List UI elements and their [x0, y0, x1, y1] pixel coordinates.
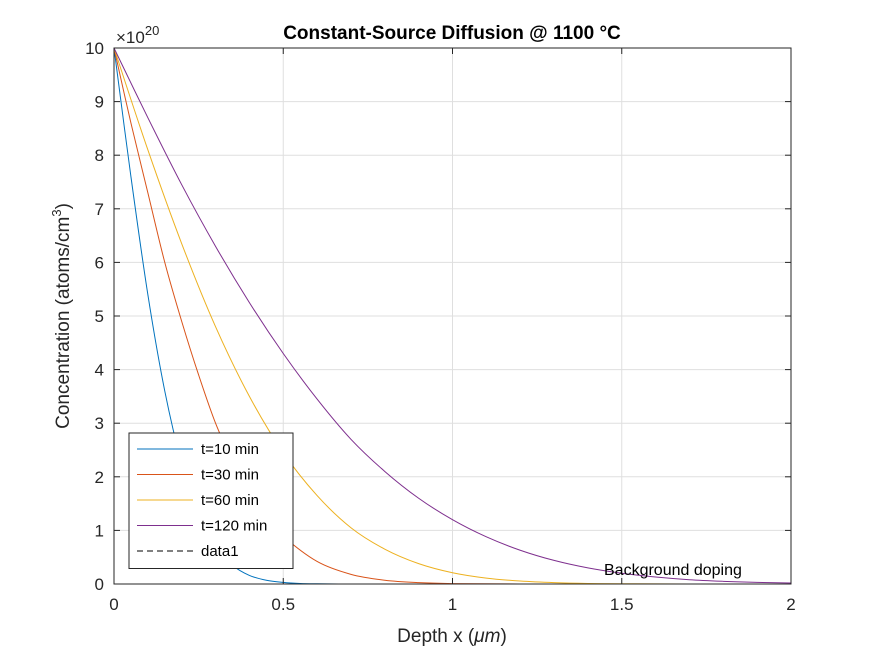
y-tick-label: 7	[95, 200, 104, 219]
background-doping-annotation: Background doping	[604, 562, 742, 579]
x-axis-label-close: )	[501, 626, 507, 647]
x-axis-label-text: Depth x (	[397, 626, 475, 647]
y-tick-label: 9	[95, 93, 104, 112]
x-tick-label: 0	[109, 595, 118, 614]
y-tick-label: 8	[95, 146, 104, 165]
y-tick-label: 5	[95, 307, 104, 326]
legend-box	[128, 432, 294, 569]
legend-label: t=10 min	[201, 441, 259, 458]
x-axis-label-unit: μm	[473, 626, 500, 647]
legend-label: data1	[201, 543, 239, 560]
y-tick-label: 1	[95, 521, 104, 540]
x-tick-label: 1.5	[610, 595, 634, 614]
x-tick-label: 0.5	[271, 595, 295, 614]
y-axis-label: Concentration (atoms/cm3)	[49, 203, 74, 429]
legend-label: t=120 min	[201, 518, 267, 535]
x-tick-label: 2	[786, 595, 795, 614]
y-tick-label: 4	[95, 361, 104, 380]
y-axis-label-close: )	[53, 203, 74, 209]
legend-label: t=30 min	[201, 467, 259, 484]
legend: t=10 min t=30 min t=60 min t=120 min data1	[128, 432, 294, 569]
x-axis-label: Depth x (μm)	[397, 626, 507, 647]
y-exponent-power: 20	[145, 23, 159, 38]
y-axis-label-sup: 3	[49, 209, 64, 216]
ticks: 0 0.5 1 1.5 2 0 1 2 3 4 5 6 7 8 9 10	[85, 39, 796, 614]
y-tick-label: 0	[95, 575, 104, 594]
legend-label: t=60 min	[201, 492, 259, 509]
x-tick-label: 1	[448, 595, 457, 614]
chart-title: Constant-Source Diffusion @ 1100 °C	[283, 23, 621, 44]
y-tick-label: 3	[95, 414, 104, 433]
y-tick-label: 2	[95, 468, 104, 487]
grid	[114, 48, 791, 584]
y-tick-label: 10	[85, 39, 104, 58]
y-exponent-base: ×10	[116, 28, 145, 47]
y-tick-label: 6	[95, 253, 104, 272]
y-axis-label-text: Concentration (atoms/cm	[53, 217, 74, 429]
series-line-t-120-min	[113, 47, 792, 584]
y-exponent-label: ×1020	[116, 23, 159, 47]
